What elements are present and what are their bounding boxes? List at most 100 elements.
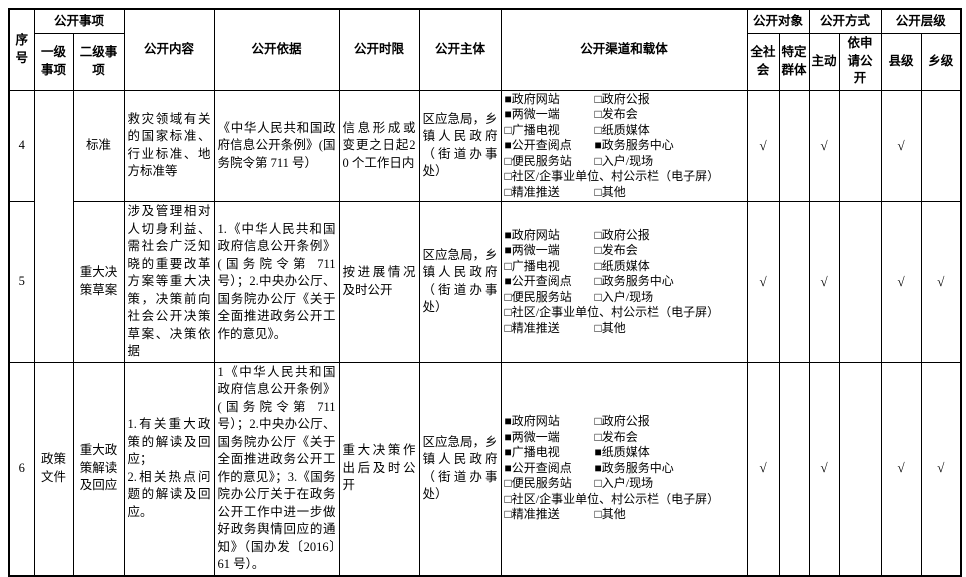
header-county-level: 县级 [880,32,922,91]
channel-option: □发布会 [594,107,638,121]
cell-subject: 区应急局，乡镇人民政府（街道办事处） [418,201,502,363]
cell-basis: 1《中华人民共和国政府信息公开条例》(国务院令第 711 号）；2.中央办公厅、… [213,361,340,576]
cell-mark-whole-society: √ [746,361,780,576]
disclosure-matters-table: 序号 公开事项 公开内容 公开依据 公开时限 公开主体 公开渠道和载体 公开对象… [8,8,963,577]
cell-mark-county: √ [880,89,922,202]
cell-mark-specific-group [778,201,810,363]
table-row: 5 重大决策草案 涉及管理相对人切身利益、需社会广泛知晓的重要改革方案等重大决策… [8,201,962,363]
channel-option: □入户/现场 [594,476,654,491]
cell-level2-item: 重大政策解读及回应 [72,361,125,576]
cell-mark-township: √ [920,361,962,576]
channel-option: □其他 [594,184,626,199]
channel-option: □广播电视 [504,258,560,273]
channel-option: □纸质媒体 [594,122,650,137]
cell-mark-county: √ [880,201,922,363]
channel-option: □精准推送 [504,507,560,522]
channel-option: □便民服务站 [504,476,572,491]
channel-option: □广播电视 [504,122,560,137]
header-township-level: 乡级 [920,32,962,91]
header-level2-item: 二级事项 [72,32,125,91]
header-serial: 序号 [8,8,35,91]
channel-option: □入户/现场 [594,289,654,304]
channel-option-checked: ■公开查阅点 [504,274,572,288]
channel-option: □其他 [594,507,626,522]
channel-option: □发布会 [594,243,638,257]
header-specific-group: 特定群体 [778,32,810,91]
header-channels: 公开渠道和载体 [500,8,748,91]
channel-option: □社区/企事业单位、村公示栏（电子屏） [504,305,720,319]
cell-level1-item [33,89,74,363]
channel-option-checked: ■公开查阅点 [504,138,572,152]
cell-time-limit: 信息形成或变更之日起20 个工作日内 [338,89,420,202]
channel-option: □政府公报 [594,227,650,242]
channel-option-checked: ■公开查阅点 [504,460,572,475]
channel-list: ■政府网站 □政府公报 ■两微一端 □发布会 ■广播电视 ■纸质媒体 ■公开查阅点 ■政务服务… [505,414,744,523]
cell-channels: ■政府网站 □政府公报 ■两微一端 □发布会 □广播电视 □纸质媒体 ■公开查阅点 □政务服务… [500,201,748,363]
channel-option-checked: ■政府网站 [504,227,560,242]
channel-option: □社区/企事业单位、村公示栏（电子屏） [504,169,720,183]
channel-option-checked: ■政府网站 [504,414,560,429]
channel-option: □纸质媒体 [594,258,650,273]
cell-mark-township: √ [920,201,962,363]
cell-mark-on-request [838,89,882,202]
header-disclosure-items: 公开事项 [33,8,125,34]
cell-level2-item: 重大决策草案 [72,201,125,363]
channel-option-checked: ■广播电视 [504,445,560,460]
channel-option: □政府公报 [594,91,650,106]
channel-option-checked: ■政务服务中心 [594,460,674,475]
cell-mark-specific-group [778,361,810,576]
cell-channels: ■政府网站 □政府公报 ■两微一端 □发布会 □广播电视 □纸质媒体 ■公开查阅点 ■政务服务… [500,89,748,202]
cell-mark-on-request [838,361,882,576]
channel-option-checked: ■两微一端 [504,429,560,444]
cell-mark-proactive: √ [808,89,840,202]
cell-content: 1.有关重大政策的解读及回应； 2.相关热点问题的解读及回应。 [123,361,215,576]
cell-mark-county: √ [880,361,922,576]
cell-time-limit: 按进展情况及时公开 [338,201,420,363]
channel-option: □便民服务站 [504,289,572,304]
channel-list: ■政府网站 □政府公报 ■两微一端 □发布会 □广播电视 □纸质媒体 ■公开查阅点 □政务服务… [505,228,744,337]
channel-option-checked: ■两微一端 [504,107,560,121]
channel-list: ■政府网站 □政府公报 ■两微一端 □发布会 □广播电视 □纸质媒体 ■公开查阅点 ■政务服务… [505,92,744,201]
channel-option: □社区/企事业单位、村公示栏（电子屏） [504,491,720,506]
channel-option-checked: ■政务服务中心 [594,138,674,152]
channel-option: □发布会 [594,429,638,444]
header-method: 公开方式 [808,8,882,34]
channel-option: □精准推送 [504,320,560,335]
header-level: 公开层级 [880,8,962,34]
channel-option-checked: ■政府网站 [504,91,560,106]
cell-level1-item: 政策文件 [33,361,74,576]
header-content: 公开内容 [123,8,215,91]
cell-mark-whole-society: √ [746,89,780,202]
cell-time-limit: 重大决策作出后及时公开 [338,361,420,576]
cell-content: 涉及管理相对人切身利益、需社会广泛知晓的重要改革方案等重大决策，决策前向社会公开… [123,201,215,363]
header-whole-society: 全社会 [746,32,780,91]
cell-serial: 5 [8,201,35,363]
header-on-request: 依申请公开 [838,32,882,91]
cell-channels: ■政府网站 □政府公报 ■两微一端 □发布会 ■广播电视 ■纸质媒体 ■公开查阅点 ■政务服务… [500,361,748,576]
cell-serial: 6 [8,361,35,576]
channel-option: □精准推送 [504,184,560,199]
channel-option: □入户/现场 [594,153,654,168]
cell-mark-on-request [838,201,882,363]
cell-mark-proactive: √ [808,361,840,576]
cell-level2-item: 标准 [72,89,125,202]
channel-option: □政府公报 [594,414,650,429]
channel-option-checked: ■纸质媒体 [594,445,650,460]
header-subject: 公开主体 [418,8,502,91]
cell-mark-whole-society: √ [746,201,780,363]
channel-option-checked: ■两微一端 [504,243,560,257]
cell-basis: 《中华人民共和国政府信息公开条例》(国务院令第 711 号） [213,89,340,202]
cell-mark-proactive: √ [808,201,840,363]
cell-mark-township [920,89,962,202]
cell-subject: 区应急局，乡镇人民政府（街道办事处） [418,361,502,576]
cell-subject: 区应急局，乡镇人民政府（街道办事处） [418,89,502,202]
header-audience: 公开对象 [746,8,810,34]
header-proactive: 主动 [808,32,840,91]
cell-mark-specific-group [778,89,810,202]
cell-content: 救灾领域有关的国家标准、行业标准、地方标准等 [123,89,215,202]
table-row: 6 政策文件 重大政策解读及回应 1.有关重大政策的解读及回应； 2.相关热点问… [8,361,962,576]
header-basis: 公开依据 [213,8,340,91]
channel-option: □政务服务中心 [594,274,674,288]
cell-serial: 4 [8,89,35,202]
channel-option: □便民服务站 [504,153,572,168]
